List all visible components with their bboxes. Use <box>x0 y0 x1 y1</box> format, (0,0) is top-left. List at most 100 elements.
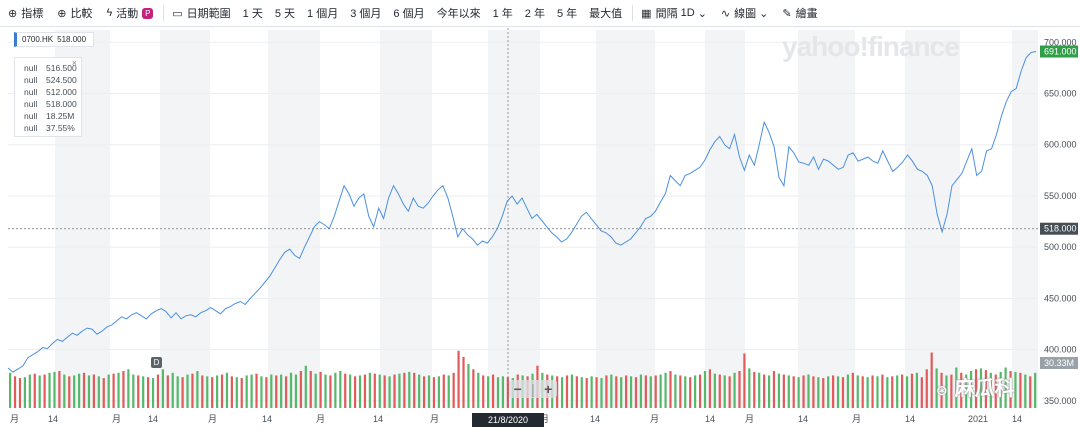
y-tick-label: 400.000 <box>1044 345 1077 355</box>
volume-bar <box>383 375 386 408</box>
range-button[interactable]: 今年以來 <box>436 8 481 20</box>
volume-bar <box>487 376 490 408</box>
volume-bar <box>556 376 559 408</box>
volume-bar <box>866 377 869 408</box>
volume-bar <box>220 374 224 408</box>
volume-bar <box>1029 376 1032 408</box>
volume-bar <box>215 375 219 408</box>
last-price-label: 691.000 <box>1044 47 1077 57</box>
watermark-text: ⊛ 麻瓜科 <box>936 376 1015 400</box>
draw-button[interactable]: ✎ 繪畫 <box>782 7 818 21</box>
volume-bar <box>161 369 164 408</box>
volume-bar <box>462 356 465 408</box>
ohlc-row: null 518.000 <box>24 98 81 110</box>
volume-bar <box>457 350 460 408</box>
range-button[interactable]: 1 個月 <box>307 8 339 20</box>
compare-button[interactable]: ⊕ 比較 <box>57 7 93 21</box>
volume-bar <box>309 371 312 408</box>
volume-bar <box>999 371 1002 408</box>
volume-bar <box>777 373 781 408</box>
interval-button[interactable]: ▦ 間隔 1D ⌄ <box>641 7 707 20</box>
volume-bar <box>1024 374 1027 408</box>
range-button[interactable]: 1 天 <box>242 8 263 20</box>
volume-bar <box>723 375 726 408</box>
y-tick-label: 350.000 <box>1044 396 1077 406</box>
indicators-button[interactable]: ⊕ 指標 <box>8 7 44 21</box>
range-button[interactable]: 1 年 <box>492 8 513 20</box>
volume-bar <box>950 374 953 408</box>
volume-bar <box>891 376 894 408</box>
volume-bar <box>82 372 86 408</box>
volume-bar <box>713 373 716 408</box>
chart-type-button[interactable]: ∿ 線圖 ⌄ <box>720 7 769 21</box>
volume-bar <box>703 371 707 408</box>
range-button[interactable]: 5 年 <box>556 8 578 20</box>
volume-bar <box>684 376 687 408</box>
x-tick-label: 月 <box>112 414 121 424</box>
volume-bar <box>97 376 100 408</box>
volume-bar <box>477 372 480 408</box>
y-tick-label: 500.000 <box>1044 242 1077 252</box>
range-button[interactable]: 5 天 <box>274 8 296 20</box>
volume-bar <box>974 369 978 408</box>
close-icon[interactable]: × <box>71 58 77 68</box>
events-button[interactable]: ϟ 活動 P <box>106 5 154 21</box>
x-tick-label: 月 <box>208 414 217 424</box>
dividend-event-marker[interactable]: D <box>151 357 162 368</box>
volume-bar <box>605 375 608 408</box>
volume-bar <box>230 376 233 408</box>
volume-bar <box>920 377 923 408</box>
ohlc-row: null 524.500 <box>24 74 81 86</box>
volume-bar <box>817 377 820 408</box>
volume-bar <box>861 376 864 408</box>
range-button[interactable]: 3 個月 <box>350 8 382 20</box>
chart-toolbar: ⊕ 指標 ⊕ 比較 ϟ 活動 P ▭ 日期範圍 1 天 5 天 1 個月 3 個月 6 個月 今年以… <box>0 0 1080 27</box>
volume-bar <box>782 374 785 408</box>
volume-bar <box>413 372 416 408</box>
volume-bar <box>639 374 643 408</box>
price-chart[interactable]: 350.000 400.000 450.000 500.000 550.000 600.0… <box>0 27 1080 433</box>
x-tick-label: 月 <box>745 414 754 424</box>
x-tick-label: 14 <box>1012 414 1022 424</box>
volume-bar <box>787 375 790 408</box>
date-range-button[interactable]: ▭ 日期範圍 <box>172 7 231 21</box>
volume-bar <box>393 374 396 408</box>
x-tick-label: 14 <box>590 414 600 424</box>
volume-bar <box>965 374 968 408</box>
volume-bar <box>349 374 352 408</box>
volume-bar <box>38 375 41 408</box>
volume-bar <box>181 377 184 408</box>
volume-bar <box>575 376 578 408</box>
volume-bar <box>876 376 879 408</box>
volume-bar <box>270 374 273 408</box>
ohlc-key: null <box>24 123 38 133</box>
ohlc-value: 518.000 <box>46 99 77 109</box>
volume-bar <box>191 373 194 408</box>
zoom-out-button[interactable]: − <box>513 381 522 397</box>
volume-bar <box>625 375 628 408</box>
volume-bar <box>674 374 677 408</box>
range-button[interactable]: 最大值 <box>589 8 623 20</box>
volume-bar <box>9 372 12 408</box>
volume-bar <box>580 377 583 408</box>
volume-bar <box>353 376 357 408</box>
volume-bar <box>437 376 440 408</box>
line-chart-icon: ∿ <box>720 7 731 20</box>
volume-bar <box>447 375 450 408</box>
ticker-legend[interactable]: 0700.HK 518.000 <box>14 32 95 47</box>
volume-bar <box>299 371 302 408</box>
volume-bar <box>955 367 958 408</box>
volume-bar <box>329 375 332 408</box>
toolbar-divider <box>163 5 165 21</box>
volume-bar <box>171 372 174 408</box>
volume-bar <box>896 375 899 408</box>
volume-bar <box>33 373 36 408</box>
x-tick-label: 月 <box>650 414 659 424</box>
range-button[interactable]: 6 個月 <box>393 8 425 20</box>
volume-bar <box>358 375 362 408</box>
volume-bar <box>649 376 652 408</box>
x-tick-label: 月 <box>852 414 861 424</box>
x-tick-label: 14 <box>373 414 383 424</box>
range-button[interactable]: 2 年 <box>524 8 545 20</box>
zoom-in-button[interactable]: + <box>544 381 553 397</box>
